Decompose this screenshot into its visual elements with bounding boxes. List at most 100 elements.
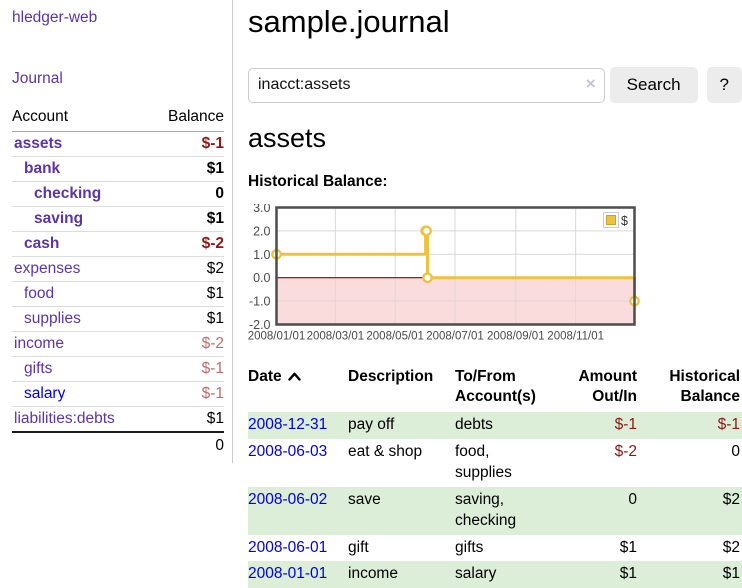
- account-link[interactable]: liabilities:debts: [14, 410, 115, 427]
- svg-text:-1.0: -1.0: [249, 295, 271, 309]
- transaction-row: 2008-01-01 income salary $1 $1: [248, 561, 742, 588]
- search-input[interactable]: [248, 67, 605, 103]
- description-column-header: Description: [348, 368, 434, 385]
- svg-text:-2.0: -2.0: [249, 318, 271, 332]
- transaction-amount: 0: [628, 490, 637, 508]
- account-balance: 0: [149, 181, 224, 207]
- account-link[interactable]: saving: [34, 210, 84, 227]
- date-column-header[interactable]: Date: [248, 365, 348, 412]
- transaction-row: 2008-06-03 eat & shop food, supplies $-2…: [248, 439, 742, 487]
- main-content: sample.journal × Search ? assets Histori…: [248, 0, 742, 588]
- svg-text:1.0: 1.0: [253, 248, 270, 262]
- transaction-description: gift: [348, 538, 369, 556]
- account-link[interactable]: income: [14, 335, 64, 352]
- svg-text:2008/05/01: 2008/05/01: [366, 331, 424, 343]
- account-balance: $-1: [149, 356, 224, 382]
- transaction-accounts: gifts: [455, 538, 484, 556]
- transaction-amount: $-2: [614, 442, 637, 460]
- account-link[interactable]: assets: [14, 135, 63, 152]
- accounts-total-row: 0: [12, 431, 224, 459]
- transaction-description: pay off: [348, 415, 395, 433]
- accounts-column-header: To/From Account(s): [455, 368, 536, 406]
- accounts-table-body: assets $-1 bank $1 checking 0 saving $1 …: [12, 131, 224, 459]
- transaction-balance: $-1: [717, 415, 740, 433]
- account-row: salary $-1: [12, 381, 224, 407]
- accounts-table-header: Account Balance: [12, 105, 224, 132]
- sort-ascending-icon: [287, 367, 301, 387]
- account-link[interactable]: salary: [24, 385, 66, 402]
- search-button[interactable]: Search: [609, 67, 698, 103]
- transaction-accounts: food, supplies: [455, 442, 512, 481]
- account-balance: $1: [149, 306, 224, 332]
- transaction-accounts: debts: [455, 415, 493, 433]
- transaction-amount: $1: [619, 565, 637, 583]
- transaction-row: 2008-06-01 gift gifts $1 $2: [248, 535, 742, 562]
- account-row: liabilities:debts $1: [12, 406, 224, 433]
- account-row: income $-2: [12, 331, 224, 357]
- svg-text:$: $: [621, 214, 628, 228]
- accounts-total-value: 0: [149, 431, 224, 459]
- account-balance: $2: [149, 256, 224, 282]
- account-heading: assets: [248, 123, 327, 153]
- transaction-date-link[interactable]: 2008-01-01: [248, 565, 328, 583]
- app-title-link[interactable]: hledger-web: [12, 9, 98, 26]
- transaction-date-link[interactable]: 2008-06-02: [248, 490, 328, 508]
- chart-container: $3.0 2.0 1.0 0.0 -1.0 -2.0 2008/01/01 2008/03/0…: [240, 201, 742, 350]
- svg-text:2008/03/01: 2008/03/01: [307, 331, 365, 343]
- transaction-row: 2008-12-31 pay off debts $-1 $-1: [248, 411, 742, 439]
- transaction-description: save: [348, 490, 381, 508]
- transaction-date-link[interactable]: 2008-06-01: [248, 538, 328, 556]
- sidebar-item-journal[interactable]: Journal: [12, 70, 63, 87]
- transaction-date-link[interactable]: 2008-12-31: [248, 415, 328, 433]
- account-column-header: Account: [12, 105, 150, 132]
- transaction-row: 2008-06-02 save saving, checking 0 $2: [248, 486, 742, 535]
- accounts-table: Account Balance assets $-1 bank $1 check…: [12, 105, 224, 459]
- transaction-accounts: salary: [455, 565, 497, 583]
- search-input-wrap: ×: [248, 67, 605, 103]
- account-balance: $1: [149, 406, 224, 433]
- svg-text:2.0: 2.0: [253, 224, 270, 238]
- account-link[interactable]: food: [24, 285, 55, 302]
- account-balance: $-1: [149, 131, 224, 157]
- search-form: × Search ?: [248, 67, 742, 103]
- clear-search-icon[interactable]: ×: [585, 73, 596, 93]
- account-link[interactable]: expenses: [14, 260, 81, 277]
- svg-text:3.0: 3.0: [253, 204, 270, 215]
- account-link[interactable]: bank: [24, 160, 61, 177]
- svg-text:2008/11/01: 2008/11/01: [547, 331, 604, 343]
- account-link[interactable]: gifts: [24, 360, 53, 377]
- account-link[interactable]: supplies: [24, 310, 81, 327]
- account-row: assets $-1: [12, 131, 224, 157]
- sidebar: hledger-web Journal Account Balance asse…: [0, 0, 233, 463]
- balance-column-header-main: Historical Balance: [669, 368, 740, 406]
- chart-title: Historical Balance:: [248, 173, 388, 190]
- transaction-balance: $1: [722, 565, 740, 583]
- account-balance: $1: [149, 281, 224, 307]
- account-link[interactable]: checking: [34, 185, 102, 202]
- page-title: sample.journal: [248, 4, 450, 39]
- transaction-description: eat & shop: [348, 442, 423, 460]
- search-help-button[interactable]: ?: [706, 67, 742, 103]
- account-row: saving $1: [12, 206, 224, 232]
- account-balance: $1: [149, 206, 224, 232]
- transaction-balance: $2: [722, 490, 740, 508]
- svg-text:2008/09/01: 2008/09/01: [487, 331, 545, 343]
- account-row: supplies $1: [12, 306, 224, 332]
- transaction-balance: $2: [722, 538, 740, 556]
- account-balance: $-2: [149, 331, 224, 357]
- register-table: Date Description To/From Account(s) Amoun…: [248, 365, 742, 588]
- account-balance: $1: [149, 156, 224, 182]
- transaction-amount: $1: [619, 538, 637, 556]
- transaction-amount: $-1: [614, 415, 637, 433]
- account-row: expenses $2: [12, 256, 224, 282]
- account-link[interactable]: cash: [24, 235, 60, 252]
- register-table-body: 2008-12-31 pay off debts $-1 $-1 2008-06…: [248, 411, 742, 588]
- transaction-date-link[interactable]: 2008-06-03: [248, 442, 328, 460]
- account-balance: $-1: [149, 381, 224, 407]
- account-row: checking 0: [12, 181, 224, 207]
- account-balance: $-2: [149, 231, 224, 257]
- account-row: food $1: [12, 281, 224, 307]
- amount-column-header: Amount Out/In: [578, 368, 637, 406]
- svg-text:2008/07/01: 2008/07/01: [426, 331, 484, 343]
